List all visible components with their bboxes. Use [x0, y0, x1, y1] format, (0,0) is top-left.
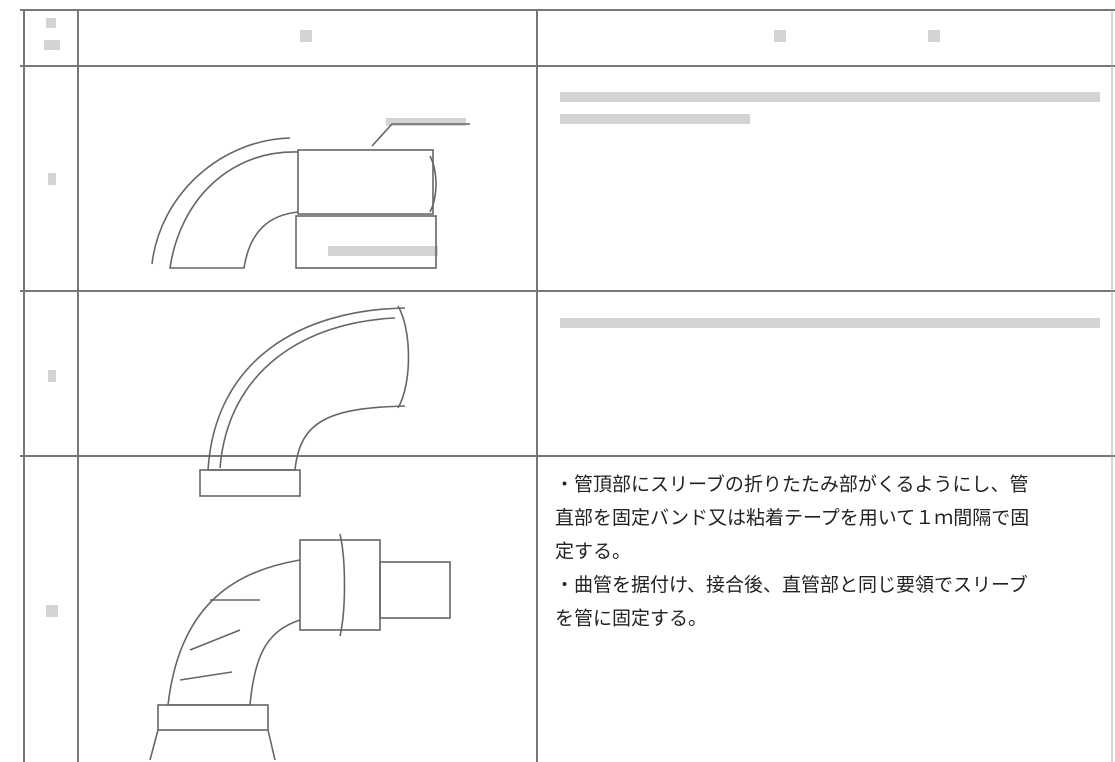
- elbow-drawing: [199, 305, 410, 497]
- note-line: ・管頂部にスリーブの折りたたみ部がくるようにし、管: [555, 473, 1028, 496]
- note-line: 直部を固定バンド又は粘着テープを用いて１ｍ間隔で固: [555, 507, 1029, 529]
- note-line: ・曲管を据付け、接合後、直管部と同じ要領でスリーブ: [555, 573, 1028, 596]
- wrapped-elbow-drawing: [149, 533, 451, 761]
- procedure-note: ・管頂部にスリーブの折りたたみ部がくるようにし、管直部を固定バンド又は粘着テープ…: [555, 473, 1029, 630]
- elbow-with-sleeve-drawing: [151, 123, 470, 269]
- note-line: を管に固定する。: [555, 608, 707, 630]
- note-line: 定する。: [555, 541, 631, 563]
- table-grid: [20, 9, 1115, 762]
- illegible-text: [44, 18, 1100, 617]
